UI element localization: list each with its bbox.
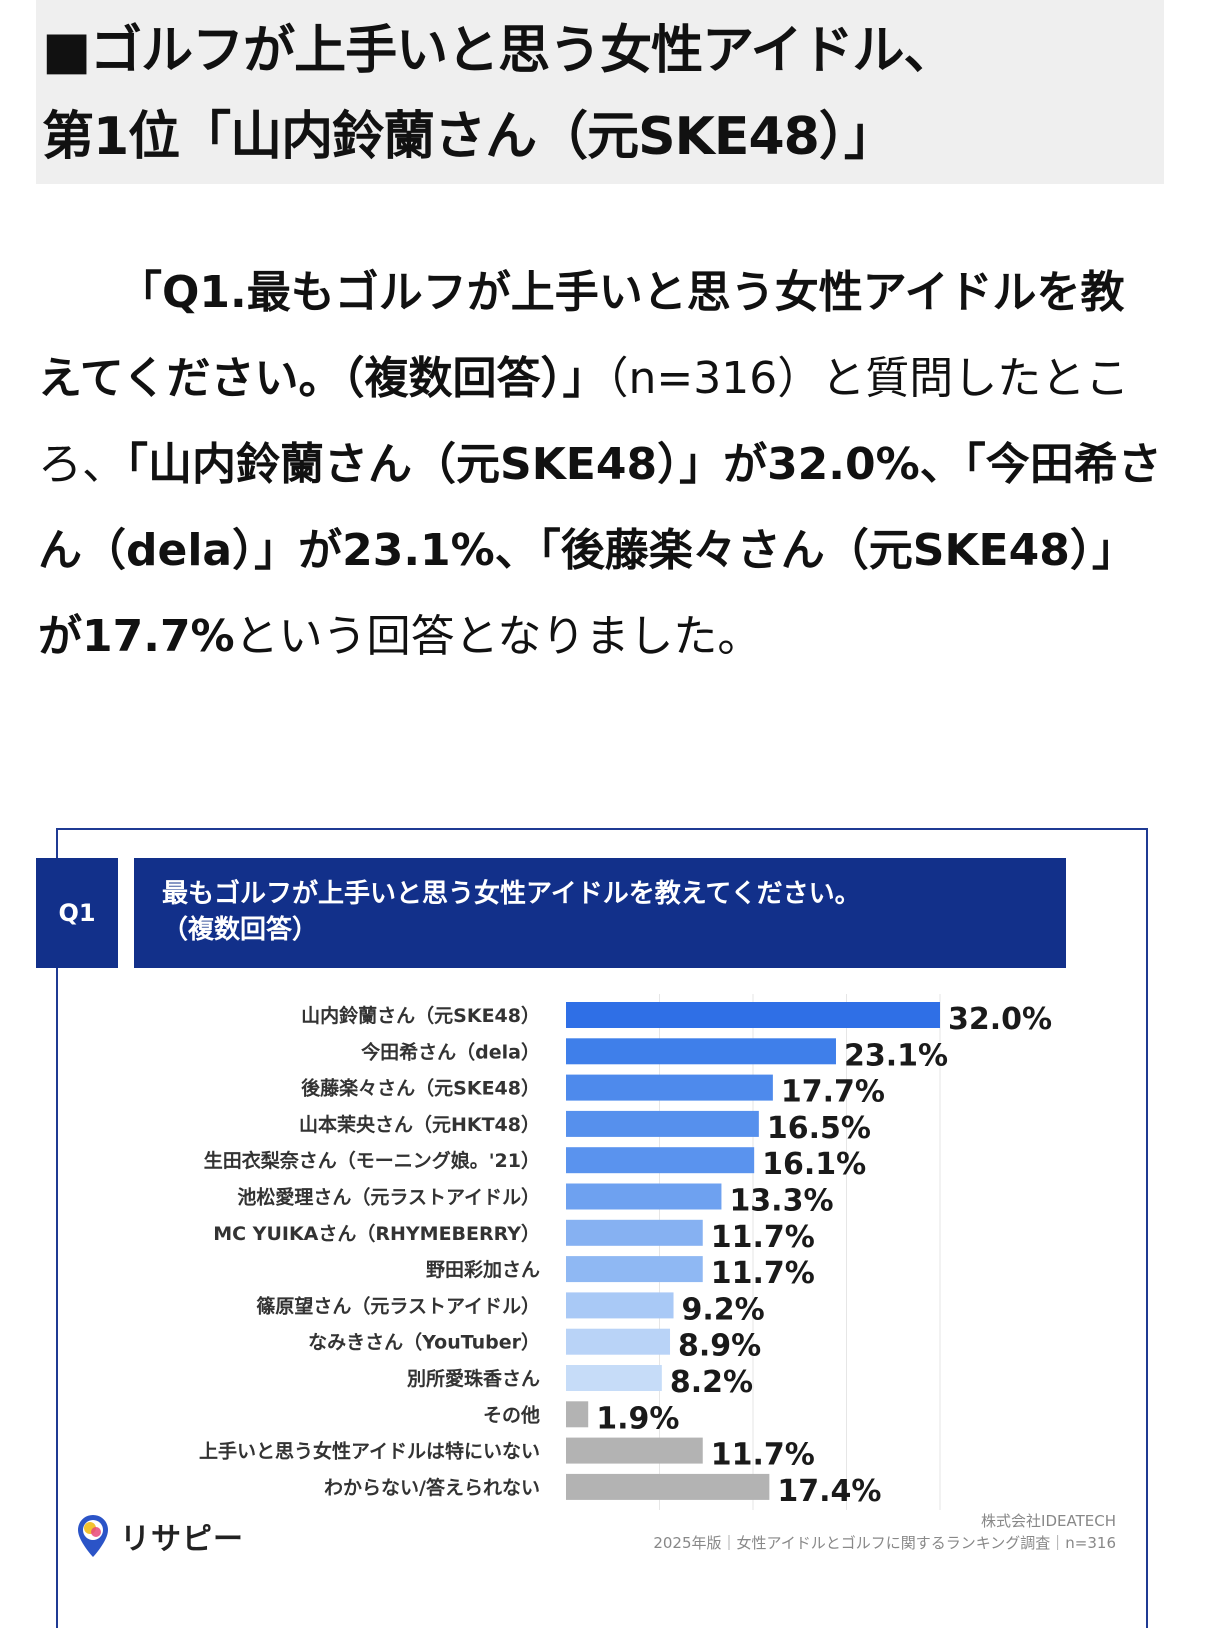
category-label-6: MC YUIKAさん（RHYMEBERRY） xyxy=(213,1222,540,1245)
bar-2 xyxy=(566,1074,773,1101)
bar-10 xyxy=(566,1365,662,1391)
question-title: 最もゴルフが上手いと思う女性アイドルを教えてください。 （複数回答） xyxy=(134,858,1066,968)
category-label-0: 山内鈴蘭さん（元SKE48） xyxy=(301,1004,540,1027)
category-label-7: 野田彩加さん xyxy=(426,1259,540,1281)
value-label-9: 8.9% xyxy=(678,1329,761,1364)
credit-company: 株式会社IDEATECH xyxy=(981,1512,1116,1530)
map-pin-icon xyxy=(78,1515,108,1557)
bar-5 xyxy=(566,1183,722,1210)
headline-banner: ■ゴルフが上手いと思う女性アイドル、 第1位「山内鈴蘭さん（元SKE48）」 xyxy=(36,0,1164,184)
bar-6 xyxy=(566,1219,703,1246)
bar-0 xyxy=(566,1002,940,1028)
source-credit: 株式会社IDEATECH 2025年版｜女性アイドルとゴルフに関するランキング調… xyxy=(653,1510,1116,1554)
value-label-13: 17.4% xyxy=(777,1474,881,1509)
bar-9 xyxy=(566,1328,671,1355)
category-label-11: その他 xyxy=(483,1403,540,1426)
category-label-1: 今田希さん（dela） xyxy=(360,1040,540,1063)
article-text-1: （n=316）と質問したところ、 xyxy=(38,353,1130,490)
value-label-5: 13.3% xyxy=(729,1184,833,1219)
question-title-line-2: （複数回答） xyxy=(162,915,319,945)
question-title-line-1: 最もゴルフが上手いと思う女性アイドルを教えてください。 xyxy=(162,879,861,909)
category-label-2: 後藤楽々さん（元SKE48） xyxy=(301,1077,540,1100)
article-text-2: という回答となりました。 xyxy=(234,611,762,662)
bar-8 xyxy=(566,1292,674,1319)
value-label-4: 16.1% xyxy=(762,1147,866,1182)
value-label-11: 1.9% xyxy=(596,1401,679,1436)
value-label-10: 8.2% xyxy=(670,1365,753,1400)
category-label-10: 別所愛珠香さん xyxy=(407,1367,540,1390)
chart-card xyxy=(56,828,1148,1628)
category-label-13: わからない/答えられない xyxy=(324,1476,540,1499)
brand-name: リサピー xyxy=(120,1522,244,1557)
value-label-3: 16.5% xyxy=(767,1111,871,1146)
category-label-8: 篠原望さん（元ラストアイドル） xyxy=(256,1294,540,1317)
article-paragraph: 「Q1.最もゴルフが上手いと思う女性アイドルを教えてください。（複数回答）」（n… xyxy=(38,250,1166,680)
bar-1 xyxy=(566,1038,836,1065)
bar-12 xyxy=(566,1437,703,1464)
credit-note: 2025年版｜女性アイドルとゴルフに関するランキング調査｜n=316 xyxy=(653,1534,1116,1552)
value-label-8: 9.2% xyxy=(682,1292,765,1327)
value-label-0: 32.0% xyxy=(948,1002,1052,1037)
article-results: 「山内鈴蘭さん（元SKE48）」が32.0%、「今田希さん（dela）」が23.… xyxy=(38,439,1162,662)
headline-line-1: ■ゴルフが上手いと思う女性アイドル、 xyxy=(42,21,956,81)
bar-13 xyxy=(566,1473,770,1500)
bar-4 xyxy=(566,1147,755,1174)
value-label-1: 23.1% xyxy=(844,1038,948,1073)
category-label-4: 生田衣梨奈さん（モーニング娘。'21） xyxy=(204,1149,540,1172)
category-label-3: 山本茉央さん（元HKT48） xyxy=(299,1113,540,1136)
bar-11 xyxy=(566,1401,589,1428)
question-label: Q1 xyxy=(36,858,118,968)
value-label-12: 11.7% xyxy=(711,1438,815,1473)
headline-line-2: 第1位「山内鈴蘭さん（元SKE48）」 xyxy=(42,107,896,167)
value-label-6: 11.7% xyxy=(711,1220,815,1255)
bar-7 xyxy=(566,1256,703,1283)
bar-chart: 山内鈴蘭さん（元SKE48） 32.0% 今田希さん（dela） 23.1% 後藤楽々さ… xyxy=(199,994,1052,1510)
value-label-2: 17.7% xyxy=(781,1075,885,1110)
article-question: 「Q1.最もゴルフが上手いと思う女性アイドルを教えてください。（複数回答）」 xyxy=(38,267,1125,404)
category-label-9: なみきさん（YouTuber） xyxy=(308,1331,540,1354)
value-label-7: 11.7% xyxy=(711,1256,815,1291)
bar-3 xyxy=(566,1110,759,1137)
category-label-5: 池松愛理さん（元ラストアイドル） xyxy=(237,1186,540,1209)
brand-logo: リサピー xyxy=(76,1512,244,1560)
category-label-12: 上手いと思う女性アイドルは特にいない xyxy=(199,1440,540,1463)
